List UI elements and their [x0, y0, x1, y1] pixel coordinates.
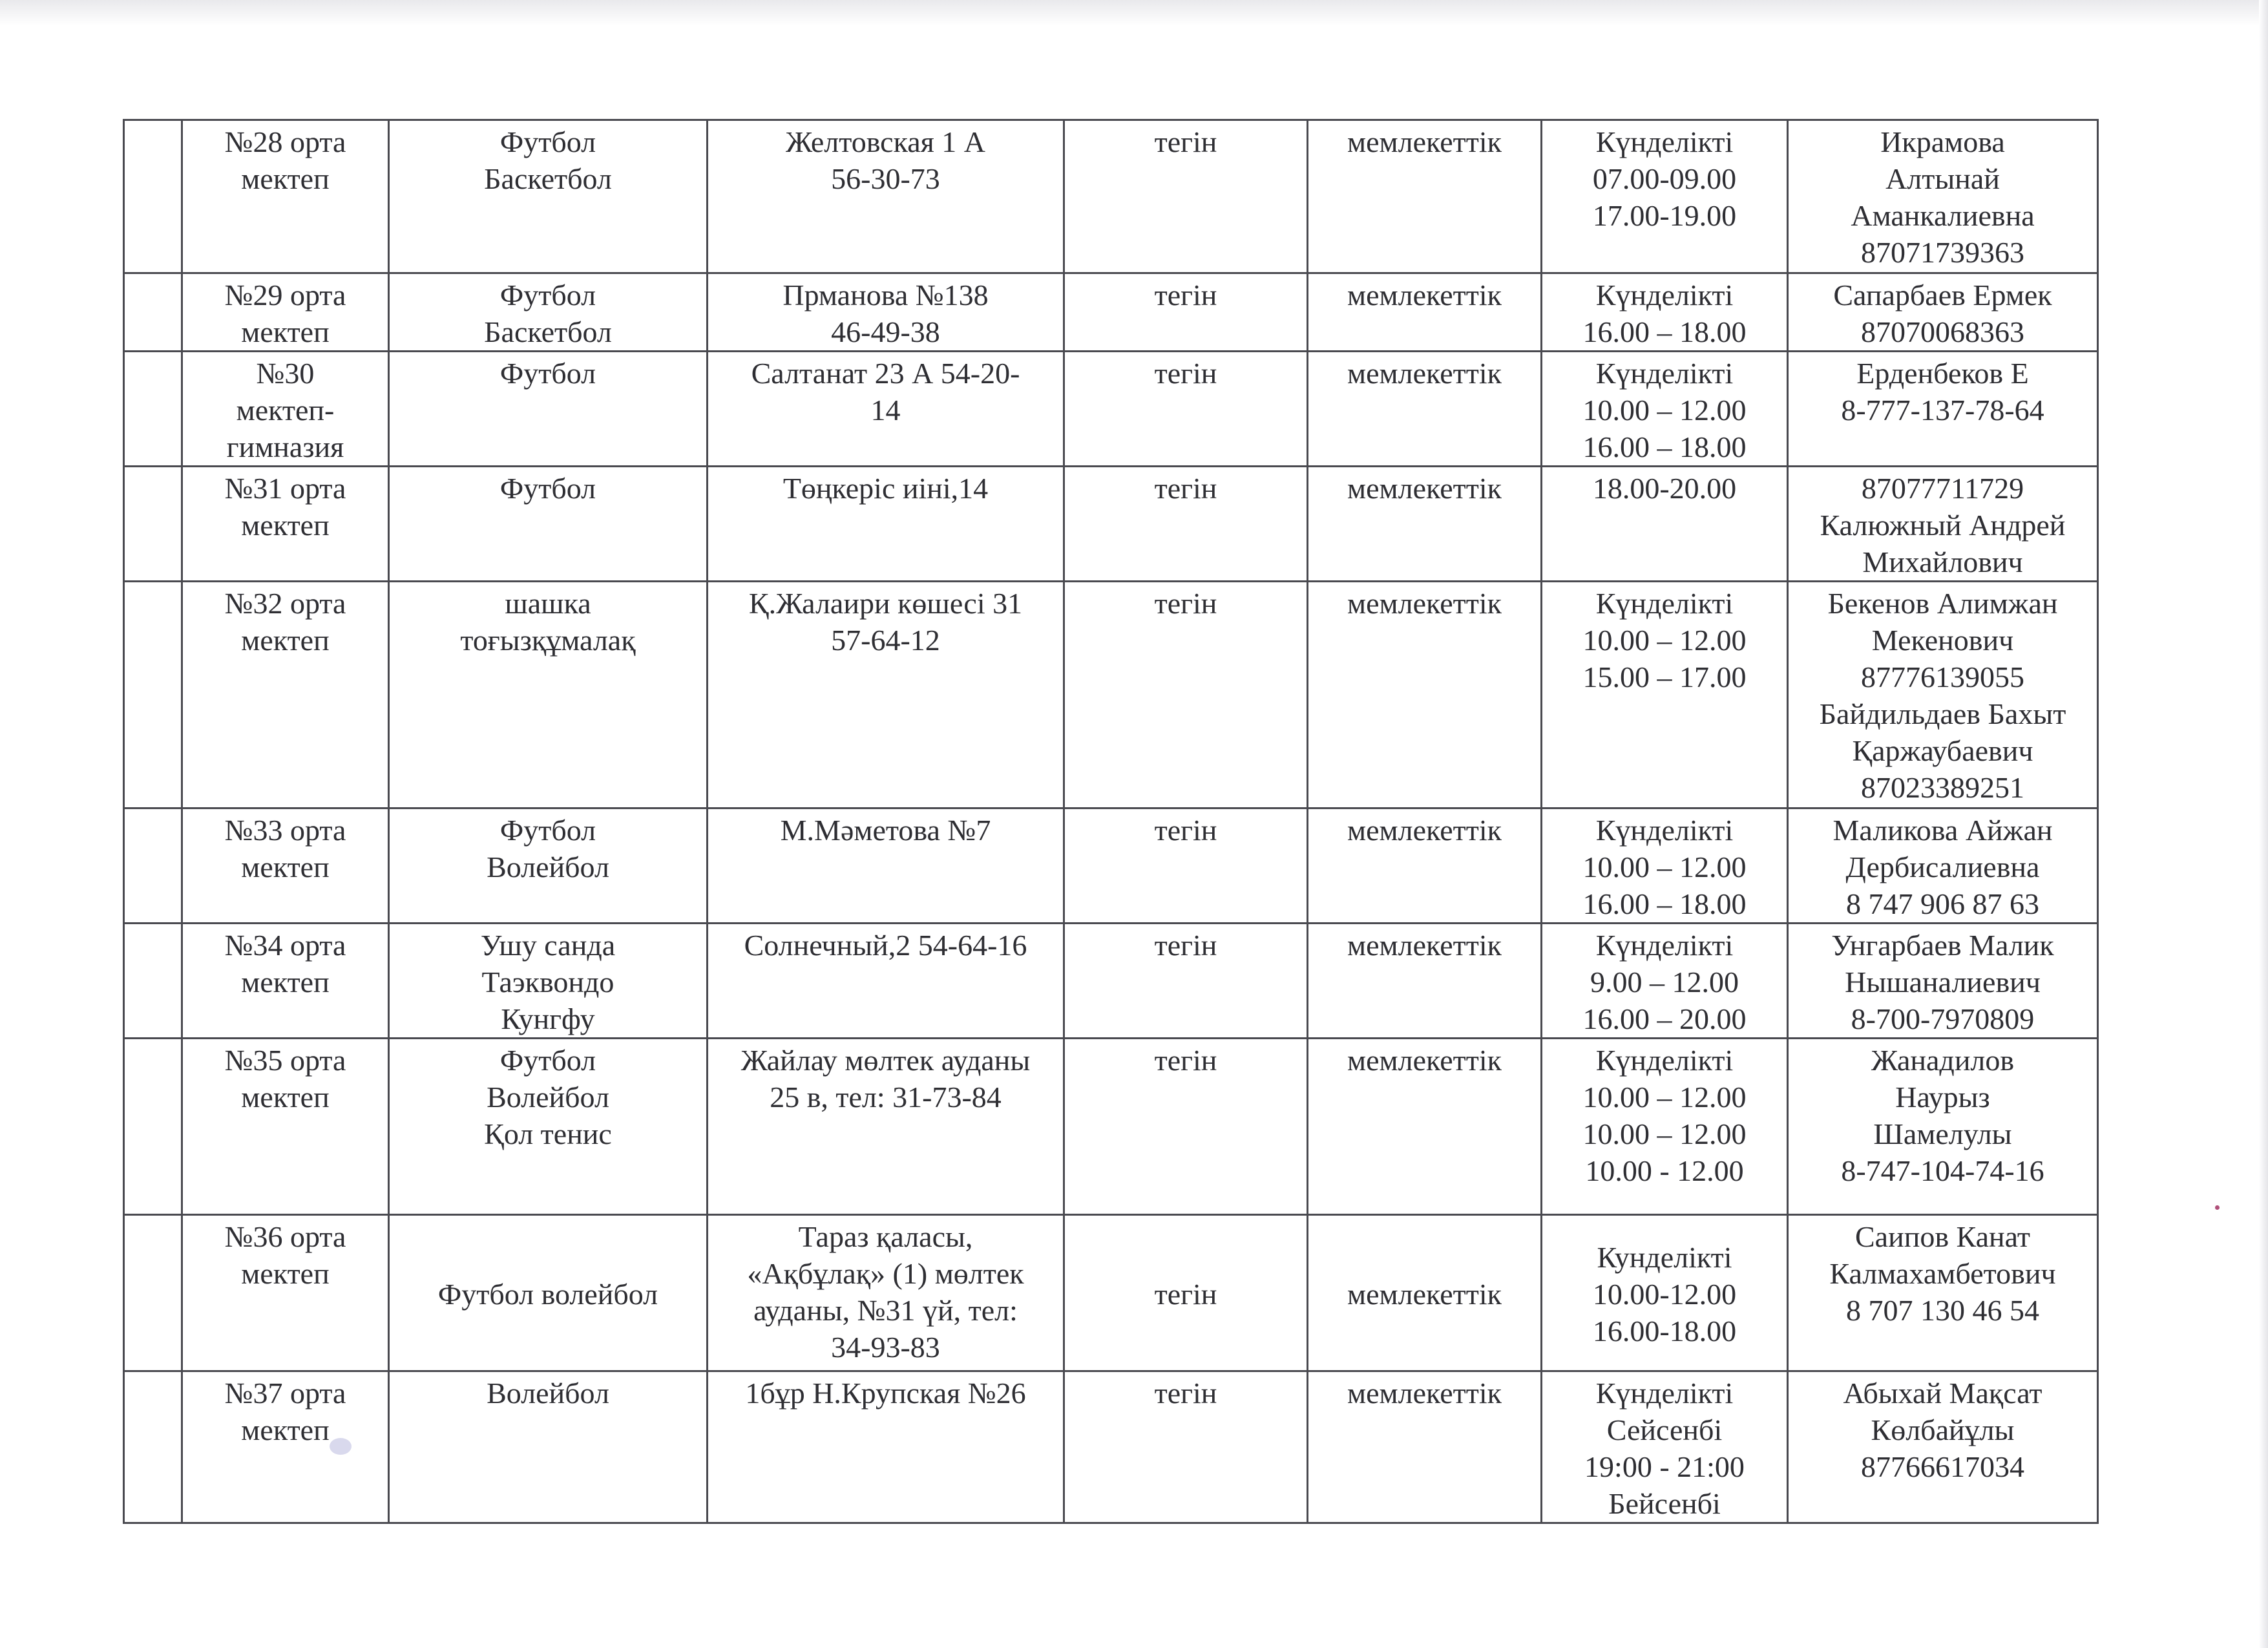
sport-cell: Футбол Баскетбол [388, 272, 708, 352]
sport-cell: Футбол Волейбол Қол тенис [388, 1037, 708, 1216]
number-cell [123, 1370, 183, 1524]
schedule-cell: Күнделікті 07.00-09.00 17.00-19.00 [1540, 119, 1789, 274]
contact-cell: Унгарбаев Малик Нышаналиевич 8-700-79708… [1787, 922, 2099, 1039]
ownership-cell: мемлекеттік [1307, 272, 1542, 352]
table-row: №34 орта мектеп Ушу санда Таэквондо Кунгф… [123, 922, 2099, 1039]
schedule-cell: Күнделікті 10.00 – 12.00 10.00 – 12.00 1… [1540, 1037, 1789, 1216]
fee-cell: тегін [1063, 1370, 1308, 1524]
contact-cell: Маликова Айжан Дербисалиевна 8 747 906 8… [1787, 807, 2099, 924]
sport-cell: Футбол Баскетбол [388, 119, 708, 274]
table-row: №32 орта мектеп шашка тоғызқұмалақ Қ.Жалаи… [123, 580, 2099, 809]
school-cell: №28 орта мектеп [181, 119, 390, 274]
ownership-cell: мемлекеттік [1307, 580, 1542, 809]
schedule-cell: Күнделікті 9.00 – 12.00 16.00 – 20.00 [1540, 922, 1789, 1039]
number-cell [123, 922, 183, 1039]
sport-cell: Волейбол [388, 1370, 708, 1524]
address-cell: 1бұр Н.Крупская №26 [706, 1370, 1065, 1524]
address-cell: Жайлау мөлтек ауданы 25 в, тел: 31-73-84 [706, 1037, 1065, 1216]
number-cell [123, 350, 183, 467]
fee-cell: тегін [1063, 1037, 1308, 1216]
school-cell: №33 орта мектеп [181, 807, 390, 924]
ownership-cell: мемлекеттік [1307, 465, 1542, 582]
number-cell [123, 119, 183, 274]
contact-cell: Икрамова Алтынай Аманкалиевна 8707173936… [1787, 119, 2099, 274]
contact-cell: Ерденбеков Е 8-777-137-78-64 [1787, 350, 2099, 467]
school-cell: №32 орта мектеп [181, 580, 390, 809]
sport-cell: Футбол волейбол [388, 1214, 708, 1372]
ownership-cell: мемлекеттік [1307, 1037, 1542, 1216]
address-cell: Желтовская 1 А 56-30-73 [706, 119, 1065, 274]
sport-cell: Футбол [388, 465, 708, 582]
table-row: №37 орта мектеп Волейбол 1бұр Н.Крупская №… [123, 1370, 2099, 1524]
address-cell: Қ.Жалаири көшесі 31 57-64-12 [706, 580, 1065, 809]
table-row: №30 мектеп- гимназия Футбол Салтанат 23 А … [123, 350, 2099, 467]
number-cell [123, 272, 183, 352]
number-cell [123, 807, 183, 924]
sports-sections-table: №28 орта мектеп Футбол Баскетбол Желтовска… [123, 119, 2099, 1524]
address-cell: Солнечный,2 54-64-16 [706, 922, 1065, 1039]
fee-cell: тегін [1063, 272, 1308, 352]
table-row: №35 орта мектеп Футбол Волейбол Қол тенис… [123, 1037, 2099, 1216]
schedule-cell: Күнделікті 10.00 – 12.00 16.00 – 18.00 [1540, 350, 1789, 467]
ink-dot [2215, 1205, 2220, 1210]
school-cell: №30 мектеп- гимназия [181, 350, 390, 467]
ownership-cell: мемлекеттік [1307, 1370, 1542, 1524]
ownership-cell: мемлекеттік [1307, 1214, 1542, 1372]
scan-right-edge [2259, 0, 2268, 1648]
ink-smudge [330, 1438, 352, 1455]
sport-cell: Ушу санда Таэквондо Кунгфу [388, 922, 708, 1039]
fee-cell: тегін [1063, 119, 1308, 274]
fee-cell: тегін [1063, 580, 1308, 809]
address-cell: Салтанат 23 А 54-20- 14 [706, 350, 1065, 467]
schedule-cell: Күнделікті 10.00 – 12.00 15.00 – 17.00 [1540, 580, 1789, 809]
schedule-cell: Кунделікті 10.00-12.00 16.00-18.00 [1540, 1214, 1789, 1372]
address-cell: Тараз қаласы, «Ақбұлақ» (1) мөлтек аудан… [706, 1214, 1065, 1372]
fee-cell: тегін [1063, 922, 1308, 1039]
ownership-cell: мемлекеттік [1307, 350, 1542, 467]
school-cell: №37 орта мектеп [181, 1370, 390, 1524]
address-cell: Төңкеріс иіні,14 [706, 465, 1065, 582]
sport-cell: Футбол Волейбол [388, 807, 708, 924]
contact-cell: Жанадилов Наурыз Шамелулы 8-747-104-74-1… [1787, 1037, 2099, 1216]
number-cell [123, 1214, 183, 1372]
scan-top-edge [0, 0, 2268, 26]
address-cell: Прманова №138 46-49-38 [706, 272, 1065, 352]
schedule-cell: 18.00-20.00 [1540, 465, 1789, 582]
school-cell: №36 орта мектеп [181, 1214, 390, 1372]
school-cell: №34 орта мектеп [181, 922, 390, 1039]
schedule-cell: Күнделікті 10.00 – 12.00 16.00 – 18.00 [1540, 807, 1789, 924]
sport-cell: Футбол [388, 350, 708, 467]
schedule-cell: Күнделікті Сейсенбі 19:00 - 21:00 Бейсен… [1540, 1370, 1789, 1524]
table-row: №29 орта мектеп Футбол Баскетбол Прманова … [123, 272, 2099, 352]
ownership-cell: мемлекеттік [1307, 807, 1542, 924]
table-row: №36 орта мектеп Футбол волейбол Тараз қала… [123, 1214, 2099, 1372]
school-cell: №35 орта мектеп [181, 1037, 390, 1216]
table-row: №28 орта мектеп Футбол Баскетбол Желтовска… [123, 119, 2099, 274]
contact-cell: Абыхай Мақсат Көлбайұлы 87766617034 [1787, 1370, 2099, 1524]
contact-cell: Сапарбаев Ермек 87070068363 [1787, 272, 2099, 352]
school-cell: №31 орта мектеп [181, 465, 390, 582]
schedule-cell: Күнделікті 16.00 – 18.00 [1540, 272, 1789, 352]
address-cell: М.Мәметова №7 [706, 807, 1065, 924]
fee-cell: тегін [1063, 1214, 1308, 1372]
ownership-cell: мемлекеттік [1307, 119, 1542, 274]
number-cell [123, 1037, 183, 1216]
table-row: №33 орта мектеп Футбол Волейбол М.Мәметова… [123, 807, 2099, 924]
contact-cell: 87077711729 Калюжный Андрей Михайлович [1787, 465, 2099, 582]
table-body: №28 орта мектеп Футбол Баскетбол Желтовска… [123, 119, 2099, 1524]
school-cell: №29 орта мектеп [181, 272, 390, 352]
number-cell [123, 465, 183, 582]
contact-cell: Саипов Канат Калмахамбетович 8 707 130 4… [1787, 1214, 2099, 1372]
table-row: №31 орта мектеп Футбол Төңкеріс иіні,14 тег… [123, 465, 2099, 582]
sport-cell: шашка тоғызқұмалақ [388, 580, 708, 809]
number-cell [123, 580, 183, 809]
ownership-cell: мемлекеттік [1307, 922, 1542, 1039]
fee-cell: тегін [1063, 350, 1308, 467]
fee-cell: тегін [1063, 465, 1308, 582]
fee-cell: тегін [1063, 807, 1308, 924]
contact-cell: Бекенов Алимжан Мекенович 87776139055 Ба… [1787, 580, 2099, 809]
